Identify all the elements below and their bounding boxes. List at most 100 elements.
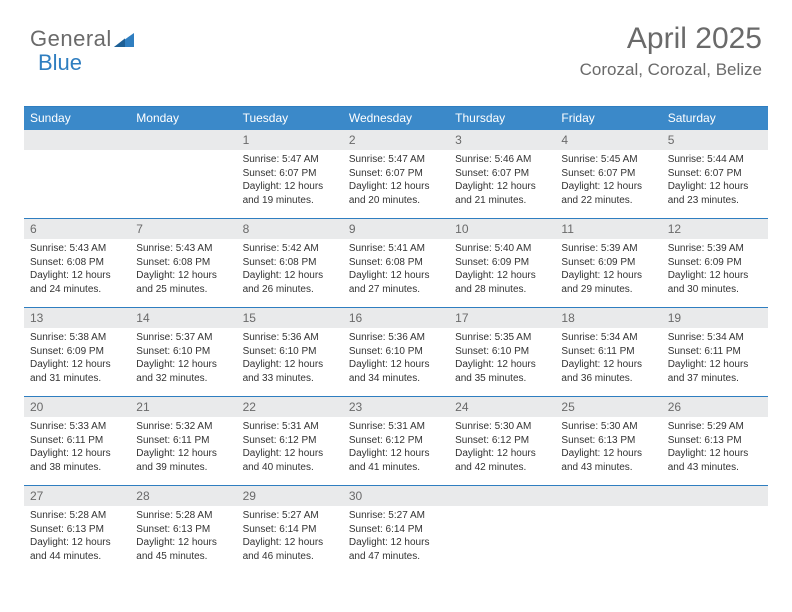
day-number: 12 [662, 219, 768, 239]
sunset-text: Sunset: 6:10 PM [349, 345, 443, 359]
day-cell: 26Sunrise: 5:29 AMSunset: 6:13 PMDayligh… [662, 397, 768, 485]
header: April 2025 Corozal, Corozal, Belize [580, 22, 762, 80]
day-number: 19 [662, 308, 768, 328]
daylight-text: Daylight: 12 hours and 31 minutes. [30, 358, 124, 385]
day-cell: 7Sunrise: 5:43 AMSunset: 6:08 PMDaylight… [130, 219, 236, 307]
day-header: Tuesday [237, 107, 343, 130]
day-number: 30 [343, 486, 449, 506]
daylight-text: Daylight: 12 hours and 19 minutes. [243, 180, 337, 207]
sunset-text: Sunset: 6:07 PM [349, 167, 443, 181]
daylight-text: Daylight: 12 hours and 44 minutes. [30, 536, 124, 563]
day-number: 22 [237, 397, 343, 417]
day-info: Sunrise: 5:28 AMSunset: 6:13 PMDaylight:… [130, 506, 236, 567]
daylight-text: Daylight: 12 hours and 21 minutes. [455, 180, 549, 207]
week-row: 1Sunrise: 5:47 AMSunset: 6:07 PMDaylight… [24, 130, 768, 218]
daylight-text: Daylight: 12 hours and 47 minutes. [349, 536, 443, 563]
day-cell: 2Sunrise: 5:47 AMSunset: 6:07 PMDaylight… [343, 130, 449, 218]
sunset-text: Sunset: 6:07 PM [668, 167, 762, 181]
daylight-text: Daylight: 12 hours and 22 minutes. [561, 180, 655, 207]
day-info: Sunrise: 5:34 AMSunset: 6:11 PMDaylight:… [555, 328, 661, 389]
day-number: 24 [449, 397, 555, 417]
day-cell: 19Sunrise: 5:34 AMSunset: 6:11 PMDayligh… [662, 308, 768, 396]
day-info: Sunrise: 5:34 AMSunset: 6:11 PMDaylight:… [662, 328, 768, 389]
sunrise-text: Sunrise: 5:30 AM [455, 420, 549, 434]
daylight-text: Daylight: 12 hours and 43 minutes. [561, 447, 655, 474]
day-number [662, 486, 768, 506]
day-header-row: Sunday Monday Tuesday Wednesday Thursday… [24, 107, 768, 130]
sunset-text: Sunset: 6:08 PM [30, 256, 124, 270]
sunrise-text: Sunrise: 5:47 AM [243, 153, 337, 167]
day-cell: 8Sunrise: 5:42 AMSunset: 6:08 PMDaylight… [237, 219, 343, 307]
sunset-text: Sunset: 6:14 PM [349, 523, 443, 537]
month-title: April 2025 [580, 22, 762, 56]
sunset-text: Sunset: 6:09 PM [455, 256, 549, 270]
daylight-text: Daylight: 12 hours and 39 minutes. [136, 447, 230, 474]
sunrise-text: Sunrise: 5:43 AM [30, 242, 124, 256]
sunset-text: Sunset: 6:13 PM [561, 434, 655, 448]
day-number: 15 [237, 308, 343, 328]
day-info: Sunrise: 5:27 AMSunset: 6:14 PMDaylight:… [343, 506, 449, 567]
day-cell: 16Sunrise: 5:36 AMSunset: 6:10 PMDayligh… [343, 308, 449, 396]
day-number: 14 [130, 308, 236, 328]
day-header: Thursday [449, 107, 555, 130]
day-info: Sunrise: 5:38 AMSunset: 6:09 PMDaylight:… [24, 328, 130, 389]
daylight-text: Daylight: 12 hours and 36 minutes. [561, 358, 655, 385]
day-cell: 9Sunrise: 5:41 AMSunset: 6:08 PMDaylight… [343, 219, 449, 307]
day-cell: 25Sunrise: 5:30 AMSunset: 6:13 PMDayligh… [555, 397, 661, 485]
sunset-text: Sunset: 6:08 PM [243, 256, 337, 270]
day-cell: 22Sunrise: 5:31 AMSunset: 6:12 PMDayligh… [237, 397, 343, 485]
day-number: 26 [662, 397, 768, 417]
daylight-text: Daylight: 12 hours and 24 minutes. [30, 269, 124, 296]
sunrise-text: Sunrise: 5:46 AM [455, 153, 549, 167]
daylight-text: Daylight: 12 hours and 40 minutes. [243, 447, 337, 474]
day-number [24, 130, 130, 150]
sunset-text: Sunset: 6:09 PM [30, 345, 124, 359]
sunrise-text: Sunrise: 5:38 AM [30, 331, 124, 345]
day-cell: 29Sunrise: 5:27 AMSunset: 6:14 PMDayligh… [237, 486, 343, 574]
day-number [130, 130, 236, 150]
sunset-text: Sunset: 6:13 PM [668, 434, 762, 448]
sunrise-text: Sunrise: 5:27 AM [243, 509, 337, 523]
sunrise-text: Sunrise: 5:28 AM [30, 509, 124, 523]
sunset-text: Sunset: 6:12 PM [455, 434, 549, 448]
day-header: Wednesday [343, 107, 449, 130]
day-number: 25 [555, 397, 661, 417]
sunrise-text: Sunrise: 5:39 AM [561, 242, 655, 256]
day-number: 7 [130, 219, 236, 239]
day-number: 3 [449, 130, 555, 150]
daylight-text: Daylight: 12 hours and 25 minutes. [136, 269, 230, 296]
daylight-text: Daylight: 12 hours and 35 minutes. [455, 358, 549, 385]
day-number: 9 [343, 219, 449, 239]
day-cell: 13Sunrise: 5:38 AMSunset: 6:09 PMDayligh… [24, 308, 130, 396]
day-cell: 5Sunrise: 5:44 AMSunset: 6:07 PMDaylight… [662, 130, 768, 218]
sunrise-text: Sunrise: 5:40 AM [455, 242, 549, 256]
logo-text-blue: Blue [38, 50, 82, 76]
sunset-text: Sunset: 6:11 PM [668, 345, 762, 359]
day-cell: 24Sunrise: 5:30 AMSunset: 6:12 PMDayligh… [449, 397, 555, 485]
day-info: Sunrise: 5:30 AMSunset: 6:12 PMDaylight:… [449, 417, 555, 478]
daylight-text: Daylight: 12 hours and 45 minutes. [136, 536, 230, 563]
day-cell: 17Sunrise: 5:35 AMSunset: 6:10 PMDayligh… [449, 308, 555, 396]
sunrise-text: Sunrise: 5:47 AM [349, 153, 443, 167]
day-cell: 1Sunrise: 5:47 AMSunset: 6:07 PMDaylight… [237, 130, 343, 218]
day-number [555, 486, 661, 506]
day-cell: 4Sunrise: 5:45 AMSunset: 6:07 PMDaylight… [555, 130, 661, 218]
sunrise-text: Sunrise: 5:34 AM [561, 331, 655, 345]
sunset-text: Sunset: 6:11 PM [30, 434, 124, 448]
sunrise-text: Sunrise: 5:34 AM [668, 331, 762, 345]
day-header: Saturday [662, 107, 768, 130]
daylight-text: Daylight: 12 hours and 29 minutes. [561, 269, 655, 296]
day-cell: 15Sunrise: 5:36 AMSunset: 6:10 PMDayligh… [237, 308, 343, 396]
day-number: 20 [24, 397, 130, 417]
day-number: 10 [449, 219, 555, 239]
sunset-text: Sunset: 6:13 PM [30, 523, 124, 537]
day-info: Sunrise: 5:36 AMSunset: 6:10 PMDaylight:… [343, 328, 449, 389]
sunrise-text: Sunrise: 5:44 AM [668, 153, 762, 167]
day-info: Sunrise: 5:42 AMSunset: 6:08 PMDaylight:… [237, 239, 343, 300]
day-cell: 14Sunrise: 5:37 AMSunset: 6:10 PMDayligh… [130, 308, 236, 396]
day-header: Sunday [24, 107, 130, 130]
day-cell [130, 130, 236, 218]
sunset-text: Sunset: 6:14 PM [243, 523, 337, 537]
sunset-text: Sunset: 6:11 PM [136, 434, 230, 448]
daylight-text: Daylight: 12 hours and 27 minutes. [349, 269, 443, 296]
